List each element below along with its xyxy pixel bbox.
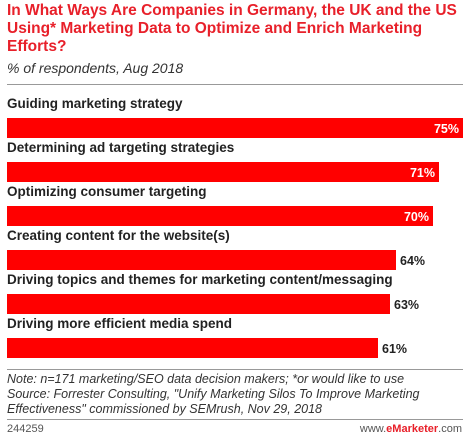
note-text: Note: n=171 marketing/SEO data decision … [7, 372, 405, 386]
bar [7, 162, 439, 182]
source-text: Source: Forrester Consulting, "Unify Mar… [7, 387, 420, 416]
bar [7, 206, 433, 226]
category-label: Driving topics and themes for marketing … [7, 272, 393, 287]
top-divider [7, 84, 463, 85]
category-label: Driving more efficient media spend [7, 316, 232, 331]
category-label: Creating content for the website(s) [7, 228, 230, 243]
brand-tld: .com [438, 423, 462, 435]
value-label: 63% [394, 298, 419, 312]
chart-title: In What Ways Are Companies in Germany, t… [7, 2, 457, 55]
bar [7, 250, 396, 270]
bar [7, 294, 390, 314]
value-label: 70% [404, 210, 429, 224]
value-label: 71% [410, 166, 435, 180]
value-label: 64% [400, 254, 425, 268]
bar-chart: Guiding marketing strategy 75% Determining… [7, 96, 463, 358]
brand-name: eMarketer [386, 423, 439, 435]
category-label: Optimizing consumer targeting [7, 184, 207, 199]
footer-divider [7, 419, 463, 420]
value-label: 75% [434, 122, 459, 136]
bar [7, 338, 378, 358]
category-label: Determining ad targeting strategies [7, 140, 234, 155]
chart-subtitle: % of respondents, Aug 2018 [7, 60, 184, 76]
chart-id: 244259 [7, 423, 44, 435]
value-label: 61% [382, 342, 407, 356]
bottom-divider [7, 369, 463, 370]
category-label: Guiding marketing strategy [7, 96, 183, 111]
brand-www: www. [359, 423, 387, 435]
bar [7, 118, 463, 138]
chart-note: Note: n=171 marketing/SEO data decision … [7, 372, 467, 417]
brand-logo: www.eMarketer.com [360, 423, 462, 435]
